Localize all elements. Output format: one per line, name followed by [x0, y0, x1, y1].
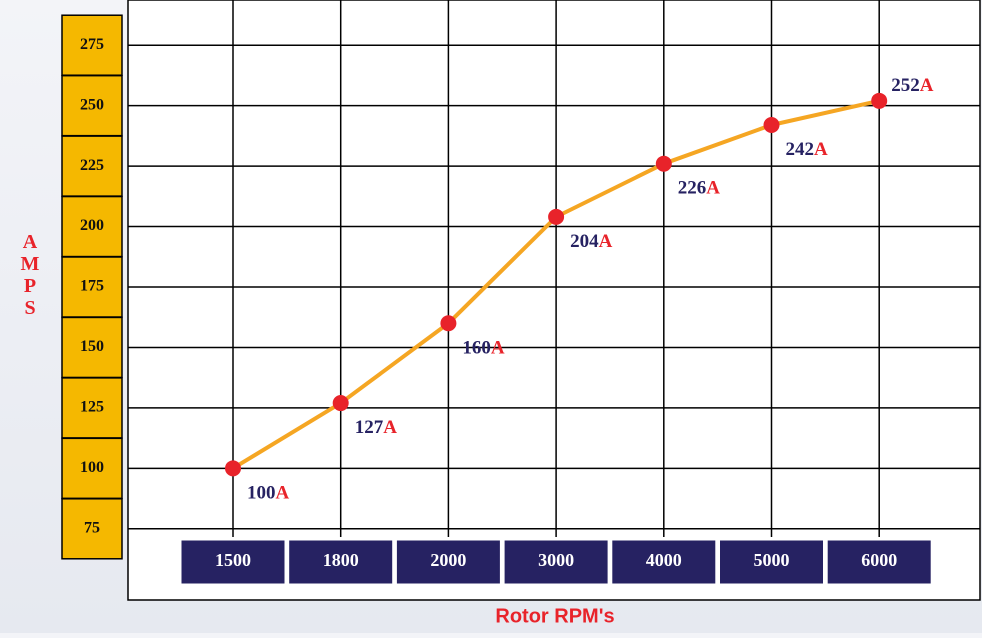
- data-label-value: 252: [891, 75, 920, 96]
- y-tick-box: [61, 256, 123, 318]
- y-tick-label: 175: [80, 278, 104, 295]
- data-label: 127A: [355, 417, 398, 438]
- data-point: [763, 117, 780, 134]
- data-label: 226A: [678, 178, 721, 199]
- x-tick-box: [288, 539, 394, 585]
- data-point: [655, 155, 672, 172]
- y-tick-label: 225: [80, 157, 104, 174]
- y-tick-box: [61, 498, 123, 560]
- x-tick-label: 4000: [646, 550, 682, 570]
- data-label: 242A: [786, 139, 829, 160]
- data-label: 160A: [462, 338, 505, 359]
- plot-frame: [127, 0, 981, 601]
- data-label-unit: A: [920, 75, 934, 96]
- x-tick-box: [719, 539, 824, 585]
- data-label-value: 204: [570, 231, 599, 252]
- data-label-unit: A: [706, 178, 720, 199]
- data-point: [332, 395, 349, 412]
- data-label-value: 127: [355, 417, 384, 438]
- data-label: 204A: [570, 231, 613, 252]
- x-tick-label: 5000: [754, 550, 790, 570]
- data-label-unit: A: [491, 338, 505, 359]
- data-label-value: 100: [247, 483, 276, 504]
- data-label-value: 242: [786, 139, 815, 160]
- x-tick-label: 1800: [323, 550, 359, 570]
- y-tick-box: [61, 316, 123, 379]
- x-tick-label: 6000: [861, 550, 897, 570]
- y-tick-box: [61, 377, 123, 439]
- y-tick-label: 200: [80, 217, 104, 234]
- data-label-unit: A: [276, 483, 290, 504]
- x-tick-box: [826, 539, 932, 585]
- data-point: [871, 92, 888, 109]
- x-tick-label: 1500: [215, 550, 251, 570]
- y-tick-label: 250: [80, 96, 104, 113]
- data-point: [225, 460, 241, 477]
- x-axis-label: Rotor RPM's: [495, 605, 614, 627]
- data-point: [440, 315, 457, 332]
- y-tick-box: [61, 74, 123, 137]
- x-tick-label: 2000: [430, 550, 466, 570]
- data-label: 252A: [891, 75, 934, 96]
- y-tick-box: [61, 195, 123, 258]
- y-tick-label: 275: [80, 36, 104, 53]
- data-label: 100A: [247, 483, 290, 504]
- x-tick-box: [180, 539, 286, 585]
- data-label-value: 160: [462, 338, 491, 359]
- data-label-unit: A: [814, 139, 828, 160]
- x-tick-box: [611, 539, 717, 585]
- x-tick-box: [395, 539, 501, 585]
- y-tick-box: [61, 135, 123, 197]
- data-label-unit: A: [383, 417, 397, 438]
- data-label-value: 226: [678, 178, 707, 199]
- x-tick-box: [503, 539, 609, 585]
- data-point: [548, 208, 565, 225]
- y-tick-label: 75: [84, 519, 100, 536]
- data-label-unit: A: [599, 231, 613, 252]
- y-tick-label: 100: [80, 459, 104, 476]
- y-tick-box: [61, 14, 123, 76]
- y-tick-label: 150: [80, 338, 104, 355]
- y-tick-label: 125: [80, 399, 104, 416]
- x-tick-label: 3000: [538, 550, 574, 570]
- y-tick-box: [61, 437, 123, 500]
